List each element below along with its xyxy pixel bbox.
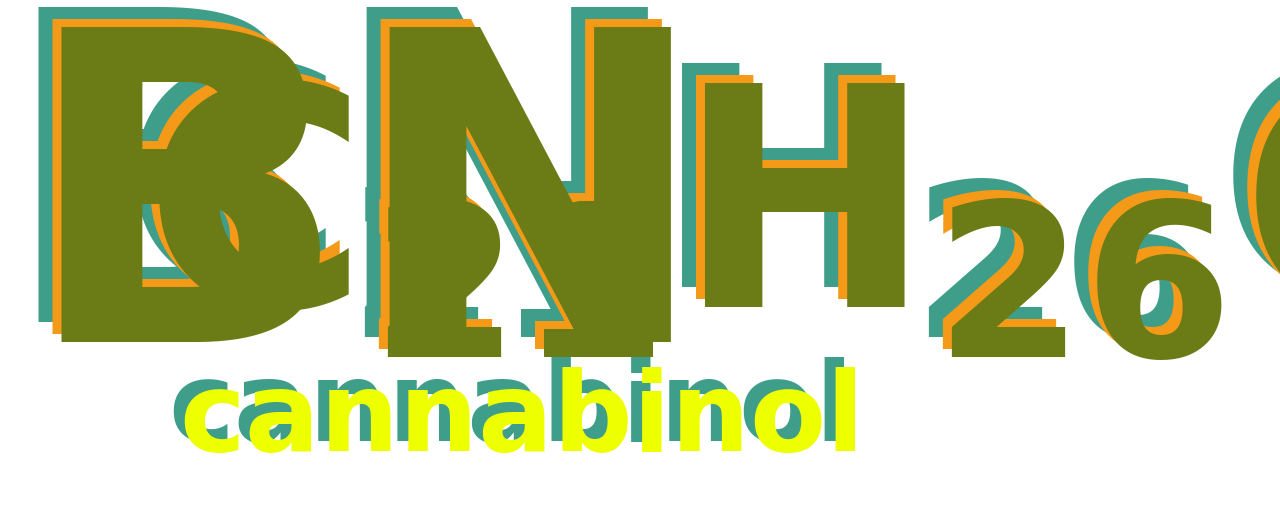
Text: cannabinol: cannabinol — [168, 357, 854, 464]
Text: CBN: CBN — [0, 0, 687, 412]
Text: cannabinol: cannabinol — [179, 367, 865, 475]
Text: C$_{\mathbf{21}}$H$_{\mathbf{26}}$O$_{\mathbf{2}}$: C$_{\mathbf{21}}$H$_{\mathbf{26}}$O$_{\m… — [143, 75, 1280, 372]
Text: CBN: CBN — [0, 6, 701, 424]
Text: CBN: CBN — [0, 14, 710, 432]
Text: C$_{\mathbf{21}}$H$_{\mathbf{26}}$O$_{\mathbf{2}}$: C$_{\mathbf{21}}$H$_{\mathbf{26}}$O$_{\m… — [120, 54, 1280, 351]
Text: C$_{\mathbf{21}}$H$_{\mathbf{26}}$O$_{\mathbf{2}}$: C$_{\mathbf{21}}$H$_{\mathbf{26}}$O$_{\m… — [134, 66, 1280, 364]
